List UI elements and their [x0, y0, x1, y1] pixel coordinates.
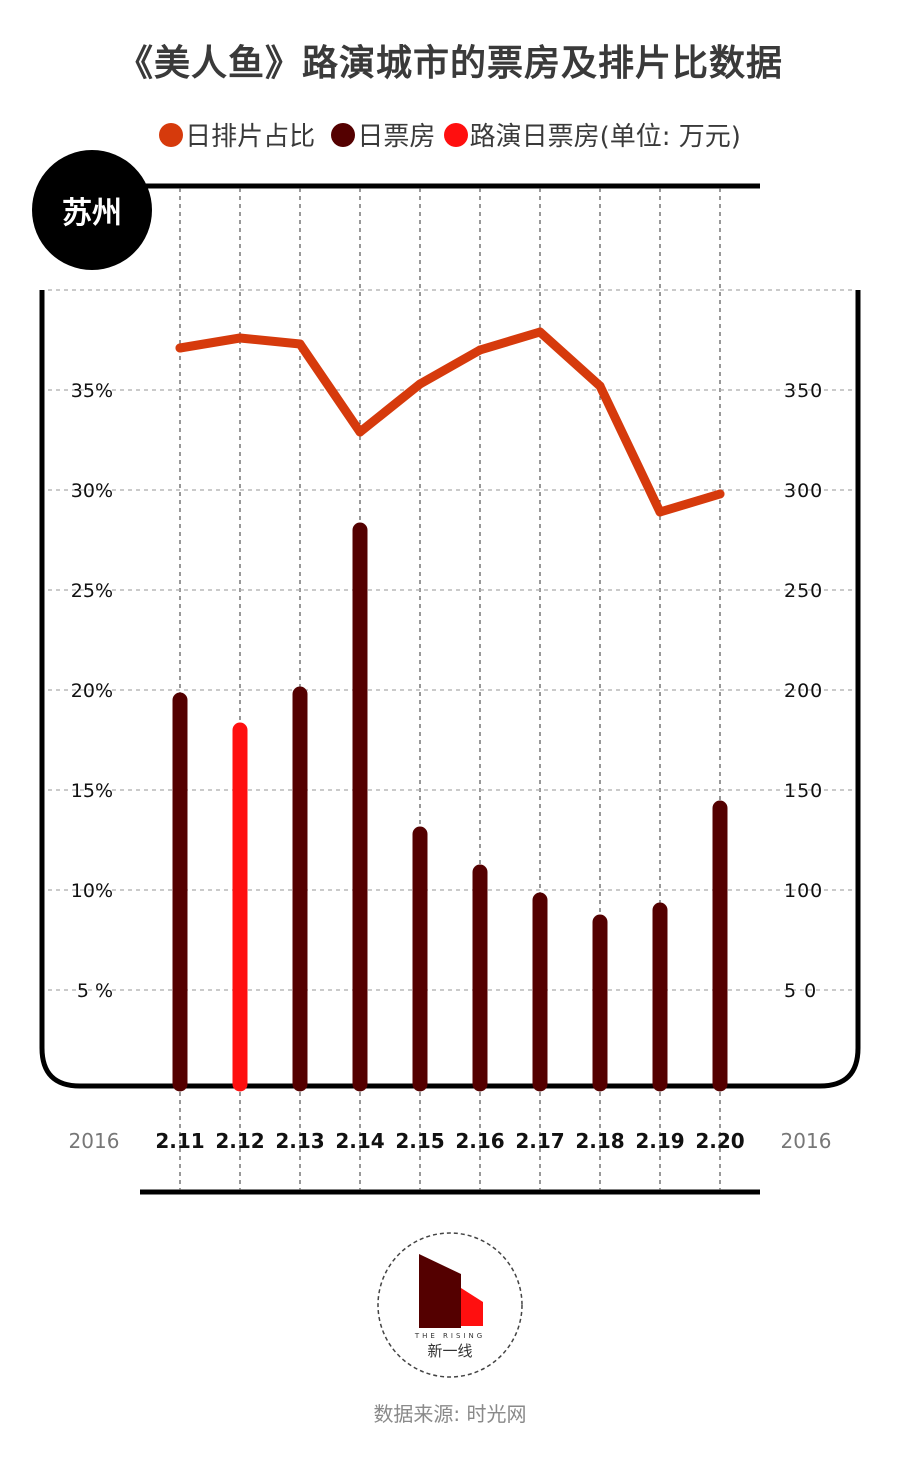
- share-point-2.20: [715, 489, 725, 499]
- legend: 日排片占比 日票房 路演日票房(单位: 万元): [0, 116, 900, 153]
- x-label-2.12: 2.12: [215, 1129, 264, 1153]
- share-line: [175, 327, 725, 517]
- share-point-2.18: [595, 381, 605, 391]
- x-label-2.14: 2.14: [335, 1129, 384, 1153]
- logo-dark-shape: [419, 1254, 461, 1328]
- legend-label-share: 日排片占比: [185, 122, 316, 152]
- x-label-2.18: 2.18: [575, 1129, 624, 1153]
- chart-title: 《美人鱼》路演城市的票房及排片比数据: [116, 43, 783, 84]
- right-tick-5: 100: [784, 880, 823, 902]
- legend-label-roadshow: 路演日票房(单位: 万元): [469, 122, 741, 152]
- left-tick-3: 20%: [71, 680, 113, 702]
- horizontal-gridlines: [48, 289, 852, 991]
- legend-dot-share: [159, 122, 184, 147]
- x-label-2.20: 2.20: [695, 1129, 744, 1153]
- logo-circle: [377, 1232, 523, 1378]
- x-label-2.15: 2.15: [395, 1129, 444, 1153]
- left-tick-2: 25%: [71, 580, 113, 602]
- share-point-2.19: [655, 507, 665, 517]
- year-left: 2016: [69, 1129, 120, 1153]
- data-source: 数据来源: 时光网: [373, 1402, 527, 1426]
- legend-item-boxoffice: 日票房: [323, 116, 435, 153]
- legend-dot-boxoffice: [331, 122, 356, 147]
- year-right: 2016: [781, 1129, 832, 1153]
- right-tick-3: 200: [784, 680, 823, 702]
- left-tick-0: 35%: [71, 380, 113, 402]
- share-point-2.16: [475, 345, 485, 355]
- right-tick-2: 250: [784, 580, 823, 602]
- x-label-2.11: 2.11: [155, 1129, 204, 1153]
- city-badge: 苏州: [32, 150, 152, 270]
- right-tick-4: 150: [784, 780, 823, 802]
- x-label-2.13: 2.13: [275, 1129, 324, 1153]
- share-point-2.13: [295, 339, 305, 349]
- right-tick-1: 300: [784, 480, 823, 502]
- chart-frame: [39, 290, 861, 1089]
- x-label-2.17: 2.17: [515, 1129, 564, 1153]
- logo-top-text: THE RISING: [414, 1332, 485, 1340]
- legend-label-boxoffice: 日票房: [357, 122, 436, 152]
- x-label-2.16: 2.16: [455, 1129, 504, 1153]
- line-group: [175, 327, 725, 517]
- x-axis-labels: 2.11 2.12 2.13 2.14 2.15 2.16 2.17 2.18 2.19 2.20: [155, 1129, 744, 1153]
- logo-bottom-text: 新一线: [427, 1342, 472, 1360]
- share-point-2.15: [415, 379, 425, 389]
- x-label-2.19: 2.19: [635, 1129, 684, 1153]
- left-tick-5: 10%: [71, 880, 113, 902]
- legend-item-share: 日排片占比: [159, 116, 315, 153]
- left-tick-4: 15%: [71, 780, 113, 802]
- share-point-2.12: [235, 333, 245, 343]
- left-tick-1: 30%: [71, 480, 113, 502]
- logo: THE RISING 新一线: [377, 1232, 523, 1378]
- legend-item-roadshow: 路演日票房(单位: 万元): [443, 116, 741, 153]
- right-tick-6: 5 0: [784, 980, 817, 1002]
- right-tick-0: 350: [784, 380, 823, 402]
- legend-dot-roadshow: [443, 122, 468, 147]
- share-point-2.11: [175, 343, 185, 353]
- left-axis-labels: 35% 30% 25% 20% 15% 10% 5 %: [71, 380, 113, 1002]
- logo-red-shape: [461, 1288, 483, 1326]
- share-point-2.17: [535, 327, 545, 337]
- bars-group: [172, 522, 728, 1092]
- share-point-2.14: [355, 427, 365, 437]
- left-tick-6: 5 %: [77, 980, 113, 1002]
